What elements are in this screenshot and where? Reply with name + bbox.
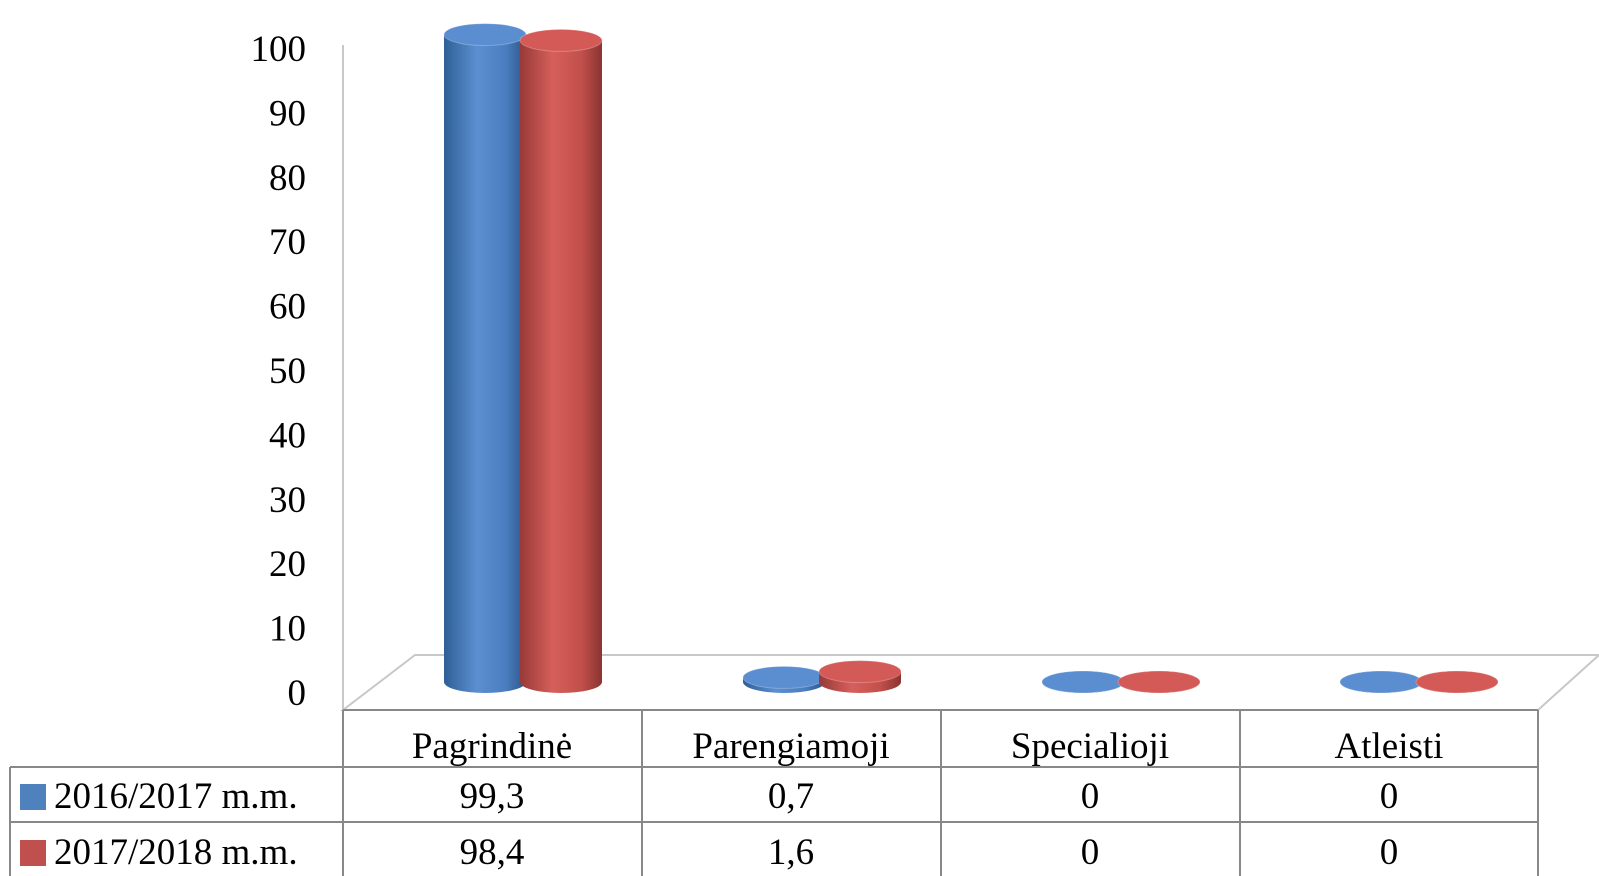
category-labels: Pagrindinė Parengiamoji Specialioji Atle… xyxy=(412,726,1444,767)
bar-cap xyxy=(519,28,603,52)
y-tick-label: 30 xyxy=(269,480,306,521)
y-tick-label: 70 xyxy=(269,222,306,263)
table-cell: 0,7 xyxy=(768,776,814,817)
legend-swatch-series-2 xyxy=(20,840,46,866)
bar-2-1 xyxy=(519,28,603,693)
table-cell: 0 xyxy=(1380,832,1399,873)
table-cell: 0 xyxy=(1380,776,1399,817)
data-table xyxy=(9,709,1539,876)
y-tick-label: 50 xyxy=(269,351,306,392)
table-row-series-1: 2016/2017 m.m. 99,3 0,7 0 0 xyxy=(20,776,1398,817)
category-label: Atleisti xyxy=(1335,726,1444,767)
legend-label-series-2: 2017/2018 m.m. xyxy=(54,832,298,873)
y-tick-label: 60 xyxy=(269,287,306,328)
table-cell: 0 xyxy=(1081,832,1100,873)
table-cell: 98,4 xyxy=(460,832,525,873)
bar-cap xyxy=(1415,670,1499,694)
category-label: Specialioji xyxy=(1011,726,1169,767)
y-tick-label: 80 xyxy=(269,158,306,199)
bar-1-4 xyxy=(1339,670,1423,694)
bar-2-2 xyxy=(818,660,902,693)
bars xyxy=(443,23,1499,694)
bar-1-1 xyxy=(443,23,527,693)
y-tick-label: 90 xyxy=(269,93,306,134)
legend-swatch-series-1 xyxy=(20,784,46,810)
bar-cap xyxy=(1117,670,1201,694)
table-row-series-2: 2017/2018 m.m. 98,4 1,6 0 0 xyxy=(20,832,1398,873)
bar-cap xyxy=(1041,670,1125,694)
bar-2-4 xyxy=(1415,670,1499,694)
bar-body xyxy=(520,40,602,693)
bar-cap xyxy=(742,665,826,689)
y-tick-label: 10 xyxy=(269,609,306,650)
y-tick-label: 40 xyxy=(269,415,306,456)
bar-1-2 xyxy=(742,665,826,693)
y-tick-label: 100 xyxy=(251,29,307,70)
y-tick-label: 20 xyxy=(269,544,306,585)
table-cell: 1,6 xyxy=(768,832,814,873)
bar-cap xyxy=(443,23,527,47)
category-label: Parengiamoji xyxy=(692,726,889,767)
legend-label-series-1: 2016/2017 m.m. xyxy=(54,776,298,817)
bar-cap xyxy=(1339,670,1423,694)
bar-2-3 xyxy=(1117,670,1201,694)
bar-body xyxy=(444,34,526,693)
table-cell: 99,3 xyxy=(460,776,525,817)
bar-1-3 xyxy=(1041,670,1125,694)
y-axis: 0 10 20 30 40 50 60 70 80 90 100 xyxy=(251,29,307,714)
bar-cap xyxy=(818,660,902,684)
category-label: Pagrindinė xyxy=(412,726,572,767)
y-tick-label: 0 xyxy=(288,673,307,714)
table-cell: 0 xyxy=(1081,776,1100,817)
